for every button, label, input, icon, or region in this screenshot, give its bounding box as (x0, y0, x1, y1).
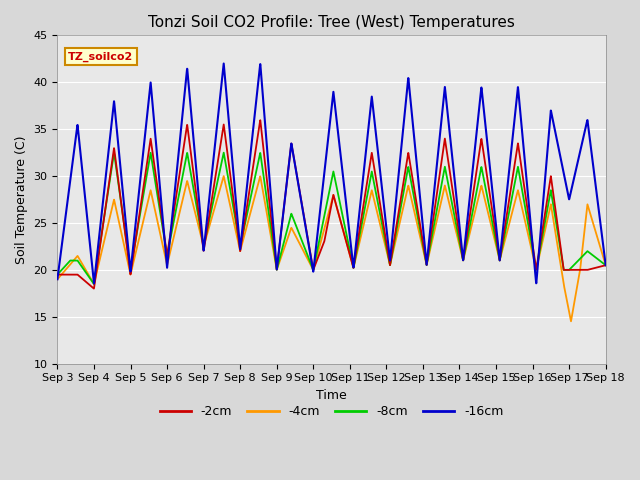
Y-axis label: Soil Temperature (C): Soil Temperature (C) (15, 135, 28, 264)
Legend: -2cm, -4cm, -8cm, -16cm: -2cm, -4cm, -8cm, -16cm (154, 400, 509, 423)
X-axis label: Time: Time (316, 389, 347, 402)
Text: TZ_soilco2: TZ_soilco2 (68, 52, 134, 62)
Title: Tonzi Soil CO2 Profile: Tree (West) Temperatures: Tonzi Soil CO2 Profile: Tree (West) Temp… (148, 15, 515, 30)
